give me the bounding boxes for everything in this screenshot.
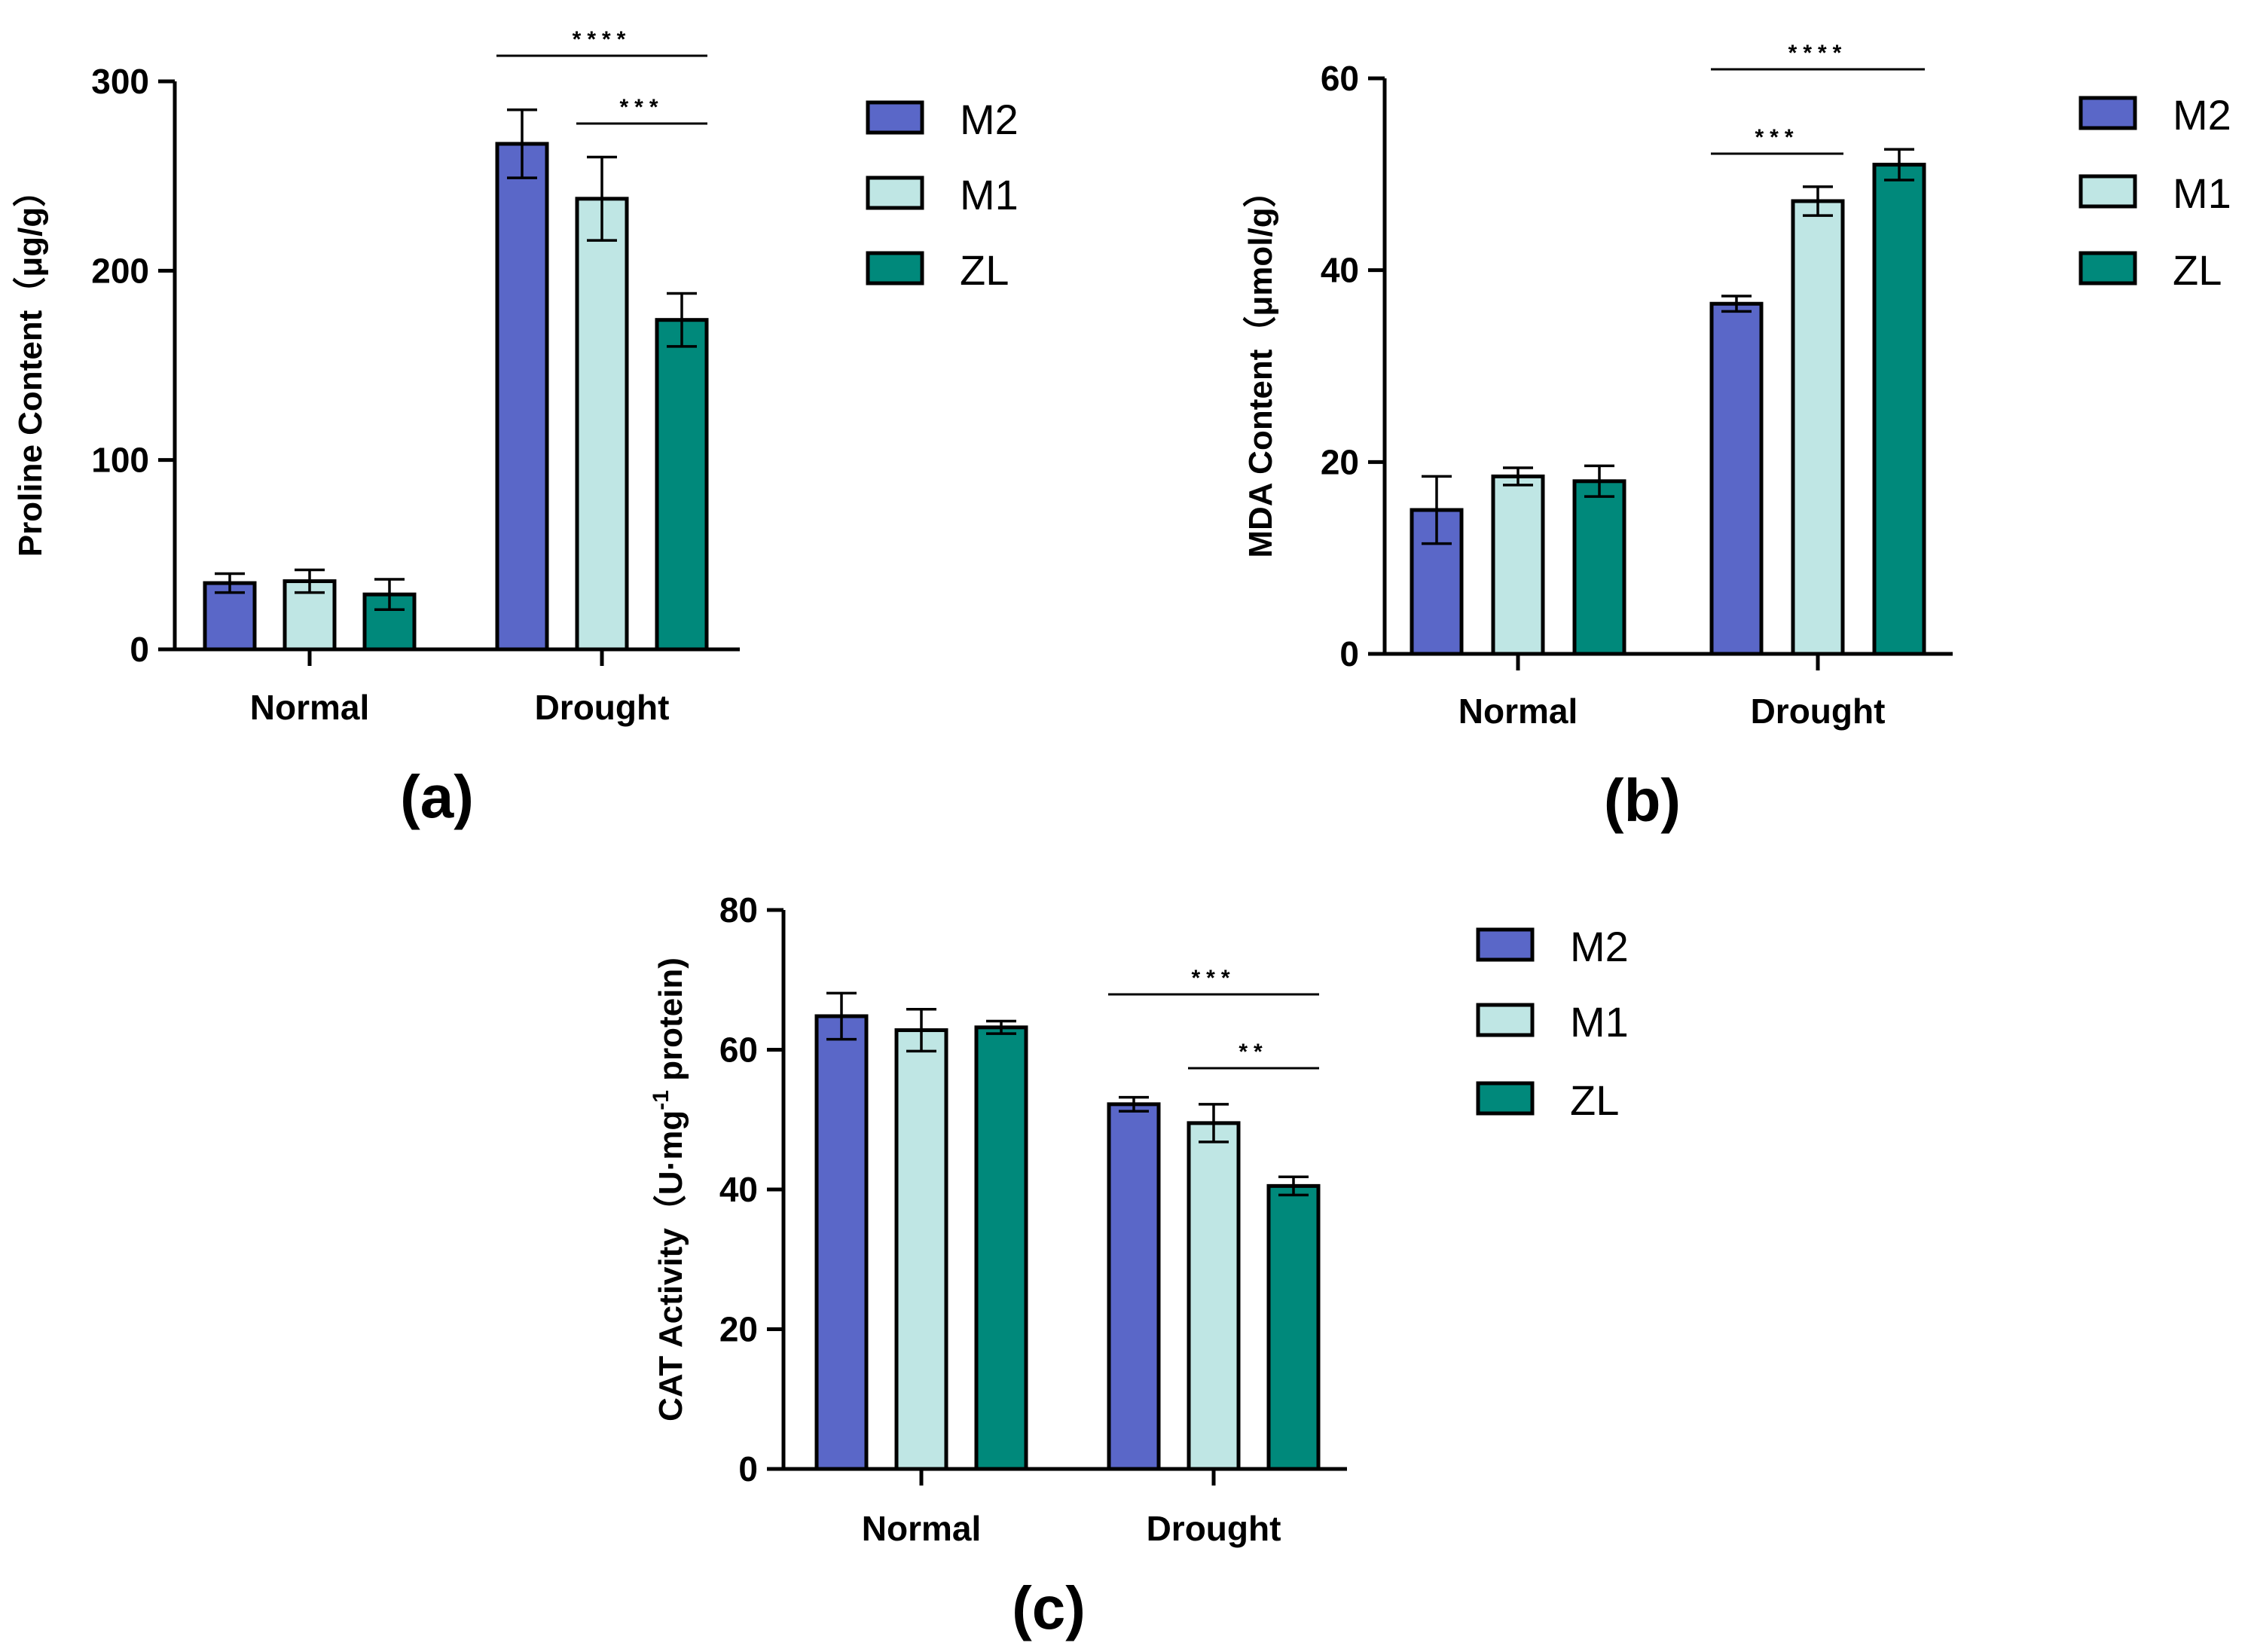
x-tick-label-normal: Normal <box>862 1509 981 1548</box>
y-axis-label-tail: protein) <box>652 957 689 1090</box>
legend-swatch-M1 <box>866 176 924 210</box>
chart-panel-1: 0 20 40 60 MDA Content（μmol/g） Normal Drought *… <box>1242 41 2231 834</box>
significance-label: *** <box>1755 125 1799 150</box>
legend-swatch-M1 <box>1476 1003 1535 1037</box>
bar-M2-Normal <box>814 1014 869 1471</box>
legend-swatch-ZL <box>1476 1081 1535 1116</box>
panel-label: (a) <box>400 763 474 830</box>
y-axis-label: Proline Content（μg/g） <box>12 174 49 557</box>
significance-label: *** <box>1191 966 1235 991</box>
panel-label: (b) <box>1604 767 1681 834</box>
y-tick-label: 80 <box>719 890 758 930</box>
x-tick-label-normal: Normal <box>1458 692 1578 731</box>
chart-panel-0: 0 100 200 300 Proline Content（μg/g） Normal Dro… <box>12 27 1019 830</box>
y-tick-label: 200 <box>91 251 149 290</box>
y-tick-label: 0 <box>738 1449 758 1489</box>
y-axis-label-sup: -1 <box>649 1090 673 1110</box>
y-tick-label: 0 <box>1339 634 1359 673</box>
bar-ZL-Drought <box>1872 163 1926 656</box>
y-tick-label: 40 <box>1321 251 1359 290</box>
legend-swatch-M2 <box>1476 927 1535 962</box>
bar-M2-Drought <box>1709 301 1764 656</box>
y-axis-label: MDA Content（μmol/g） <box>1242 174 1279 557</box>
bar-ZL-Drought <box>1266 1183 1321 1471</box>
legend-label-M2: M2 <box>1570 923 1629 970</box>
y-tick-label: 40 <box>719 1170 758 1209</box>
x-tick-label-drought: Drought <box>1147 1509 1281 1548</box>
y-tick-label: 0 <box>130 630 149 669</box>
x-tick-label-normal: Normal <box>250 688 369 727</box>
x-tick-label-drought: Drought <box>1751 692 1886 731</box>
significance-label: **** <box>573 27 632 52</box>
legend-swatch-M2 <box>866 100 924 135</box>
legend-swatch-ZL <box>866 251 924 286</box>
bar-M1-Drought <box>575 197 629 652</box>
bar-M1-Drought <box>1791 199 1845 656</box>
chart-panel-2: 0 20 40 60 80 CAT Activity（U·mg-1 protein) Nor… <box>649 890 1629 1641</box>
legend-swatch-M1 <box>2078 174 2137 209</box>
legend-label-ZL: ZL <box>2173 246 2222 294</box>
legend-label-M1: M1 <box>2173 169 2231 217</box>
legend-swatch-ZL <box>2078 251 2137 286</box>
y-axis-label: CAT Activity（U·mg-1 protein) <box>649 957 689 1421</box>
legend-label-M1: M1 <box>1570 998 1629 1046</box>
bar-ZL-Drought <box>655 318 709 652</box>
bar-ZL-Normal <box>974 1025 1028 1471</box>
y-tick-label: 60 <box>719 1031 758 1070</box>
legend-label-ZL: ZL <box>1570 1076 1619 1124</box>
legend-swatch-M2 <box>2078 96 2137 130</box>
significance-label: ** <box>1239 1040 1268 1064</box>
bar-M2-Drought <box>1107 1102 1161 1471</box>
bar-M1-Normal <box>894 1028 948 1471</box>
bar-ZL-Normal <box>1572 479 1626 656</box>
y-tick-label: 60 <box>1321 59 1359 98</box>
y-tick-label: 300 <box>91 62 149 101</box>
significance-label: **** <box>1788 41 1848 66</box>
legend-label-M2: M2 <box>960 96 1019 143</box>
bar-M1-Normal <box>1491 474 1545 656</box>
legend-label-M1: M1 <box>960 171 1019 218</box>
y-tick-label: 20 <box>719 1310 758 1349</box>
y-tick-label: 20 <box>1321 442 1359 481</box>
significance-label: *** <box>619 95 664 120</box>
bar-M2-Drought <box>495 142 549 652</box>
y-axis-label-main: CAT Activity（U·mg <box>652 1110 689 1421</box>
bar-M1-Drought <box>1187 1121 1241 1471</box>
x-tick-label-drought: Drought <box>535 688 670 727</box>
panel-label: (c) <box>1012 1574 1086 1641</box>
y-tick-label: 100 <box>91 441 149 480</box>
legend-label-M2: M2 <box>2173 91 2231 139</box>
legend-label-ZL: ZL <box>960 246 1009 294</box>
